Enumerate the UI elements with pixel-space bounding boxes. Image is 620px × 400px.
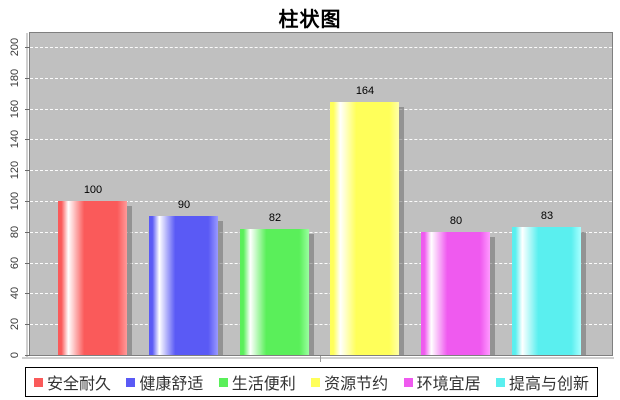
bar-4 <box>330 102 399 355</box>
bar-value-label-6: 83 <box>540 210 554 222</box>
legend-label-1: 安全耐久 <box>47 376 112 393</box>
chart-title: 柱状图 <box>278 9 342 31</box>
y-tick-mark-0 <box>25 355 30 356</box>
y-tick-label-200: 200 <box>9 37 21 57</box>
legend-label-3: 生活便利 <box>231 376 296 393</box>
bar-value-label-5: 80 <box>449 215 463 227</box>
y-tick-mark-180 <box>25 77 30 79</box>
legend: 安全耐久 健康舒适 生活便利 资源节约 环境宜居 提高与创新 <box>25 367 598 397</box>
gridline-80 <box>30 231 612 233</box>
y-tick-mark-20 <box>25 324 30 326</box>
y-tick-mark-100 <box>25 201 30 202</box>
bar-value-label-4: 164 <box>355 85 375 97</box>
legend-swatch-2 <box>126 377 136 387</box>
gridline-120 <box>30 170 612 172</box>
y-tick-mark-80 <box>25 231 30 233</box>
legend-swatch-4 <box>311 377 321 387</box>
legend-swatch-6 <box>495 377 505 387</box>
y-tick-mark-140 <box>25 139 30 141</box>
gridline-140 <box>30 139 612 141</box>
x-axis-line <box>22 357 614 359</box>
y-tick-mark-160 <box>25 108 30 110</box>
y-axis-line <box>26 33 28 357</box>
x-axis-tick <box>320 356 321 362</box>
bar-3 <box>240 229 309 355</box>
gridline-100 <box>30 201 612 202</box>
bar-2 <box>149 216 218 355</box>
plot-area: 100 90 82 164 80 83 <box>29 32 613 356</box>
legend-label-5: 环境宜居 <box>416 376 481 393</box>
gridline-160 <box>30 108 612 110</box>
legend-item-2: 健康舒适 <box>126 370 203 394</box>
legend-item-6: 提高与创新 <box>495 370 589 394</box>
legend-label-2: 健康舒适 <box>139 376 204 393</box>
legend-item-3: 生活便利 <box>218 370 296 394</box>
bar-value-label-3: 82 <box>268 212 282 224</box>
legend-swatch-3 <box>218 377 228 387</box>
bar-value-label-2: 90 <box>177 199 191 211</box>
legend-item-5: 环境宜居 <box>403 370 481 394</box>
y-tick-mark-200 <box>25 47 30 48</box>
gridline-60 <box>30 262 612 264</box>
bar-1 <box>58 201 127 355</box>
bar-value-label-1: 100 <box>83 184 103 196</box>
gridline-200 <box>30 47 612 48</box>
legend-item-1: 安全耐久 <box>34 370 111 394</box>
legend-item-4: 资源节约 <box>311 370 388 394</box>
legend-swatch-5 <box>403 377 413 387</box>
gridline-40 <box>30 293 612 295</box>
legend-label-6: 提高与创新 <box>508 376 589 393</box>
gridline-20 <box>30 324 612 326</box>
y-tick-mark-60 <box>25 262 30 264</box>
legend-label-4: 资源节约 <box>324 376 389 393</box>
bar-6 <box>512 227 581 355</box>
y-tick-mark-120 <box>25 170 30 172</box>
y-tick-mark-40 <box>25 293 30 295</box>
legend-swatch-1 <box>34 377 43 387</box>
gridline-180 <box>30 77 612 79</box>
bar-5 <box>421 232 490 355</box>
